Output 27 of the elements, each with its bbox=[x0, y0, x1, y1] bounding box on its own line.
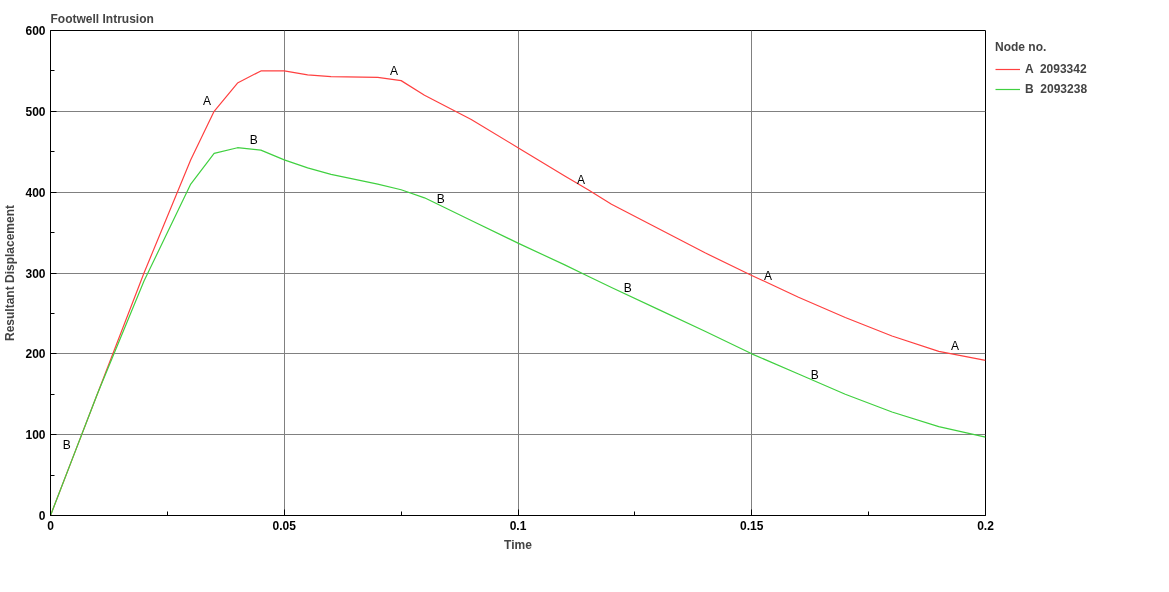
annotation: B bbox=[62, 437, 71, 452]
annotation: B bbox=[623, 281, 632, 296]
legend-title: Node no. bbox=[995, 40, 1048, 54]
annotation: B bbox=[436, 192, 445, 207]
y-tick-label: 100 bbox=[25, 428, 46, 443]
legend-label: A 2093342 bbox=[1025, 62, 1087, 76]
chart-title: Footwell Intrusion bbox=[50, 11, 154, 26]
x-tick-label: 0.2 bbox=[977, 518, 995, 533]
y-tick-label: 0 bbox=[38, 509, 46, 523]
annotation: A bbox=[764, 268, 773, 283]
annotation: A bbox=[390, 63, 399, 78]
y-tick-label: 500 bbox=[25, 104, 46, 119]
annotation: A bbox=[951, 339, 960, 354]
y-tick-label: 300 bbox=[25, 266, 46, 281]
annotation: A bbox=[203, 94, 212, 109]
legend-label: B 2093238 bbox=[1025, 82, 1088, 96]
y-tick-label: 400 bbox=[25, 185, 46, 200]
y-tick-label: 600 bbox=[25, 24, 46, 38]
y-tick-label: 200 bbox=[25, 347, 46, 362]
annotation: B bbox=[810, 367, 819, 382]
x-tick-label: 0.1 bbox=[509, 518, 527, 533]
x-tick-label: 0.15 bbox=[740, 518, 764, 533]
y-axis-title: Resultant Displacement bbox=[3, 204, 18, 342]
x-axis-title: Time bbox=[504, 537, 533, 552]
annotation: A bbox=[577, 172, 586, 187]
annotation: B bbox=[249, 133, 258, 148]
x-tick-label: 0.05 bbox=[272, 518, 297, 533]
